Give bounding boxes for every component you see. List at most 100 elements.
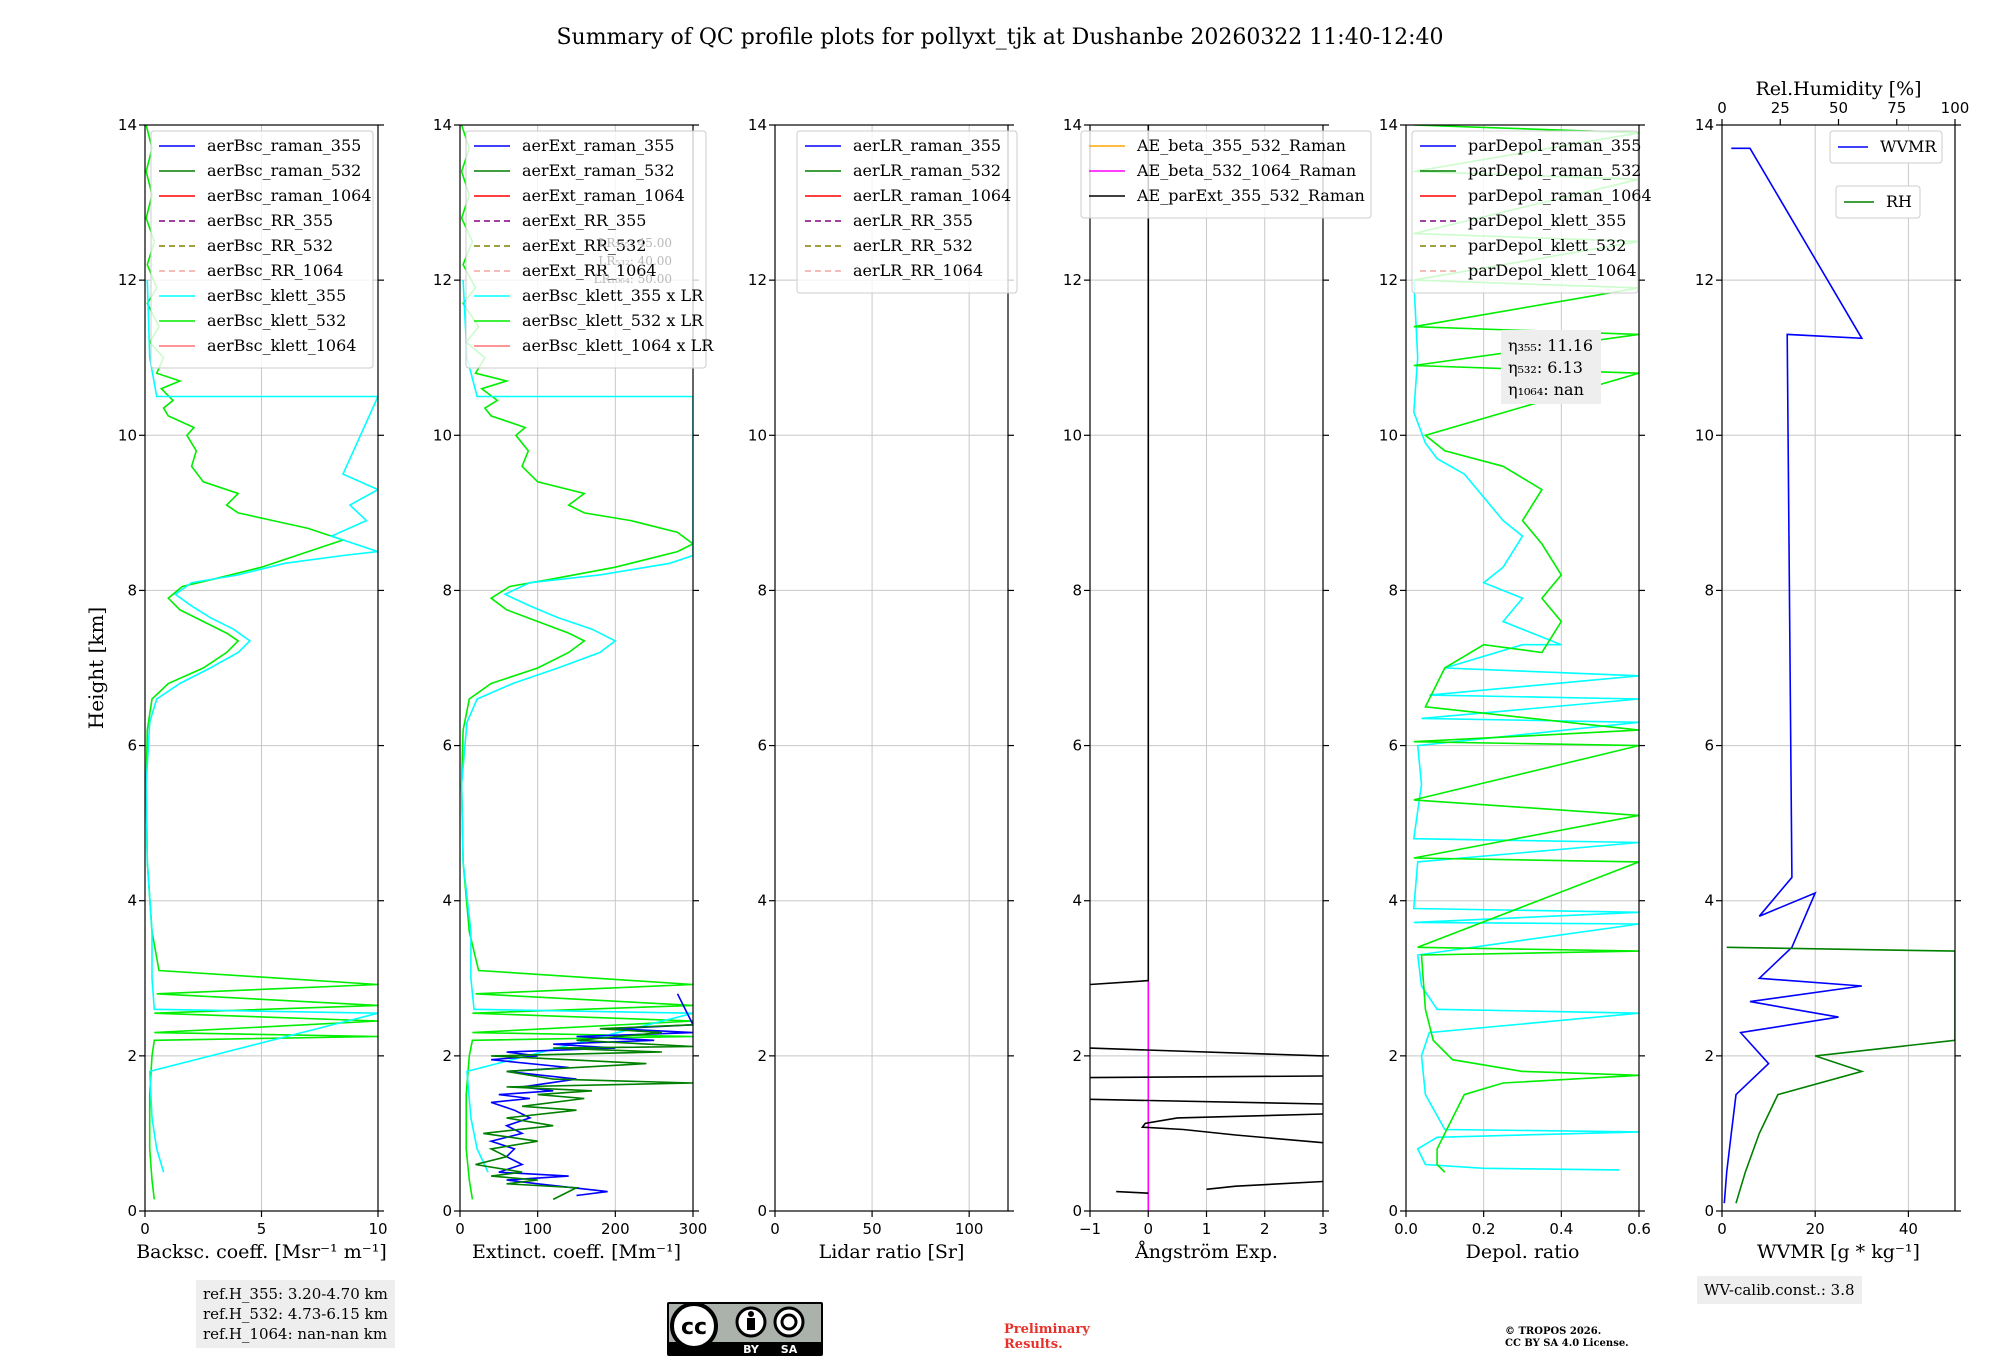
xtick-label: 0.2 <box>1472 1220 1496 1238</box>
ytick-label: 0 <box>127 1202 137 1220</box>
xtick-label: 20 <box>1806 1220 1825 1238</box>
ytick-label: 12 <box>433 271 452 289</box>
ytick-label: 4 <box>1072 892 1082 910</box>
xtick-label: 0.4 <box>1549 1220 1573 1238</box>
xtick-label: 5 <box>257 1220 267 1238</box>
panel-lr: 0 2 4 6 8 10 12 14 0 50 100 Lidar ratio [Sr] aerLR_r… <box>748 116 1018 1263</box>
xtick-label: −1 <box>1079 1220 1101 1238</box>
cc-by-label: BY <box>743 1343 760 1356</box>
legend-label: aerLR_raman_532 <box>853 161 1001 180</box>
legend-label: aerBsc_klett_532 <box>207 311 346 330</box>
plot-area <box>1723 147 1955 1204</box>
xtick-label: 0.0 <box>1394 1220 1418 1238</box>
cc-icon <box>670 1302 718 1350</box>
legend-label: aerBsc_klett_355 <box>207 286 346 305</box>
legend-box <box>150 130 374 369</box>
preliminary-line-2: Results. <box>1004 1337 1063 1352</box>
legend-label: parDepol_klett_532 <box>1468 236 1626 255</box>
ytick-label: 10 <box>118 426 137 444</box>
axes-frame <box>774 124 1009 1212</box>
ref-height-355: ref.H_355: 3.20-4.70 km <box>203 1285 388 1303</box>
ytick-label: 8 <box>1072 581 1082 599</box>
ytick-label: 2 <box>1072 1047 1082 1065</box>
legend: AE_beta_355_532_Raman AE_beta_532_1064_Ra… <box>1080 130 1372 219</box>
ytick-label: 4 <box>1704 892 1714 910</box>
lidar-ratio-label: LR₅₃₂: 40.00 <box>598 254 672 268</box>
reference-heights-box: ref.H_355: 3.20-4.70 km ref.H_532: 4.73-… <box>196 1280 395 1348</box>
legend-label: aerBsc_RR_355 <box>207 211 333 230</box>
series-aerext-raman-355 <box>488 993 693 1197</box>
ytick-label: 14 <box>118 116 137 134</box>
legend-label: parDepol_raman_1064 <box>1468 186 1652 205</box>
svg-text:cc: cc <box>681 1315 707 1340</box>
legend-box <box>1829 130 1943 164</box>
sa-icon <box>773 1306 805 1338</box>
copyright-note: © TROPOS 2026. CC BY SA 4.0 License. <box>1505 1326 1629 1350</box>
ytick-label: 2 <box>1388 1047 1398 1065</box>
xtick-label: 3 <box>1318 1220 1328 1238</box>
x-axis-label: Extinct. coeff. [Mm⁻¹] <box>472 1241 681 1263</box>
legend-label: aerBsc_klett_1064 <box>207 336 356 355</box>
x-axis-label: Depol. ratio <box>1466 1241 1580 1263</box>
xtick-label: 0 <box>770 1220 780 1238</box>
legend-label: aerExt_raman_1064 <box>522 186 685 205</box>
legend: aerLR_raman_355 aerLR_raman_532 aerLR_rama… <box>796 130 1018 294</box>
series-ae-parext-355-532-raman <box>1140 1113 1323 1144</box>
eta-label: η₅₃₂: 6.13 <box>1508 358 1583 377</box>
ytick-label: 14 <box>1379 116 1398 134</box>
legend-label: aerLR_raman_1064 <box>853 186 1011 205</box>
copyright-line-2: CC BY SA 4.0 License. <box>1505 1338 1629 1349</box>
ytick-label: 4 <box>127 892 137 910</box>
xtick-label: 2 <box>1260 1220 1270 1238</box>
legend-box <box>465 130 707 369</box>
top-x-axis-label: Rel.Humidity [%] <box>1755 78 1921 100</box>
legend-label: aerBsc_raman_355 <box>207 136 361 155</box>
legend-label: WVMR <box>1880 137 1937 156</box>
ref-height-1064: ref.H_1064: nan-nan km <box>203 1325 388 1343</box>
legend-box <box>1080 130 1372 219</box>
ytick-label: 10 <box>1063 426 1082 444</box>
axes-frame <box>459 124 694 1212</box>
series-wvmr <box>1723 147 1864 1204</box>
xtick-label: 10 <box>368 1220 387 1238</box>
ytick-label: 6 <box>442 737 452 755</box>
series-ae-parext-355-532-raman <box>1206 1180 1323 1191</box>
ytick-label: 8 <box>127 581 137 599</box>
xtick-label: 200 <box>601 1220 630 1238</box>
ytick-label: 2 <box>1704 1047 1714 1065</box>
wv-calib-text: WV-calib.const.: 3.8 <box>1704 1281 1855 1299</box>
ytick-label: 14 <box>1695 116 1714 134</box>
legend-label: aerLR_raman_355 <box>853 136 1001 155</box>
legend-box <box>1835 185 1921 219</box>
ytick-label: 12 <box>748 271 767 289</box>
series-ae-parext-355-532-raman <box>1090 1047 1323 1057</box>
legend: aerBsc_raman_355 aerBsc_raman_532 aerBsc_r… <box>150 130 374 369</box>
legend-label: aerExt_raman_355 <box>522 136 675 155</box>
ytick-label: 12 <box>1063 271 1082 289</box>
xtick-label: 0 <box>1717 1220 1727 1238</box>
legend-label: parDepol_raman_355 <box>1468 136 1641 155</box>
ytick-label: 4 <box>1388 892 1398 910</box>
legend-label: aerLR_RR_1064 <box>853 261 983 280</box>
ytick-label: 8 <box>442 581 452 599</box>
xtick-label: 50 <box>863 1220 882 1238</box>
ytick-label: 2 <box>757 1047 767 1065</box>
legend-label: AE_parExt_355_532_Raman <box>1136 186 1365 205</box>
axes-frame <box>1405 124 1640 1212</box>
legend-label: aerBsc_RR_1064 <box>207 261 343 280</box>
legend-label: aerBsc_klett_355 x LR <box>522 286 704 305</box>
series-ae-parext-355-532-raman <box>1116 1190 1149 1194</box>
ytick-label: 2 <box>442 1047 452 1065</box>
legend-label: aerBsc_klett_532 x LR <box>522 311 704 330</box>
series-pardepol-klett-355 <box>1412 280 1639 1171</box>
legend-box <box>1411 130 1639 294</box>
y-axis-label: Height [km] <box>84 607 108 729</box>
ytick-label: 4 <box>757 892 767 910</box>
series-rh <box>1726 946 1955 1204</box>
legend-label: aerBsc_raman_1064 <box>207 186 372 205</box>
preliminary-line-1: Preliminary <box>1004 1322 1090 1337</box>
ytick-label: 0 <box>1072 1202 1082 1220</box>
legend-label: aerExt_RR_355 <box>522 211 646 230</box>
xtick-label: 0 <box>1143 1220 1153 1238</box>
